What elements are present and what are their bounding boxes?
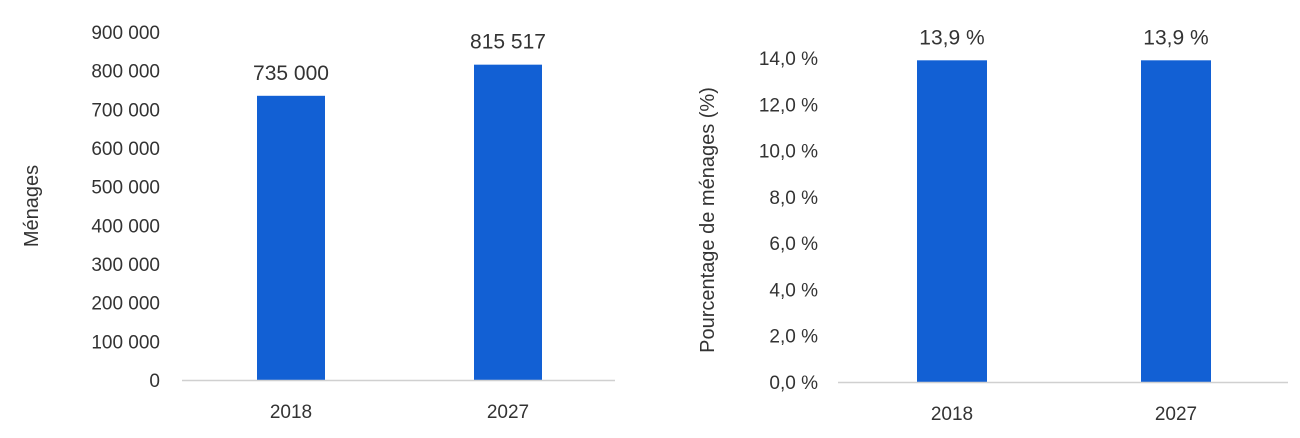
- bar: [257, 95, 325, 381]
- y-tick-label: 300 000: [91, 255, 160, 276]
- y-tick-label: 6,0 %: [769, 234, 818, 255]
- y-tick-label: 2,0 %: [769, 327, 818, 348]
- y-axis-title: Ménages: [21, 165, 43, 247]
- data-label: 13,9 %: [919, 26, 984, 49]
- data-label: 815 517: [470, 31, 546, 54]
- x-tick-label: 2027: [487, 402, 529, 423]
- y-tick-label: 100 000: [91, 332, 160, 353]
- bar: [474, 64, 542, 381]
- bar: [1141, 60, 1211, 383]
- y-tick-label: 400 000: [91, 216, 160, 237]
- y-tick-label: 600 000: [91, 139, 160, 160]
- x-tick-label: 2018: [931, 404, 973, 425]
- y-tick-label: 14,0 %: [759, 49, 818, 70]
- x-tick-label: 2018: [270, 402, 312, 423]
- y-tick-label: 8,0 %: [769, 188, 818, 209]
- y-tick-label: 0,0 %: [769, 373, 818, 394]
- y-tick-label: 900 000: [91, 23, 160, 44]
- y-tick-label: 800 000: [91, 62, 160, 83]
- y-tick-label: 12,0 %: [759, 95, 818, 116]
- y-tick-label: 700 000: [91, 100, 160, 121]
- bar: [917, 60, 987, 383]
- data-label: 735 000: [253, 62, 329, 85]
- y-tick-label: 200 000: [91, 294, 160, 315]
- y-axis-title: Pourcentage de ménages (%): [697, 87, 719, 353]
- x-tick-label: 2027: [1155, 404, 1197, 425]
- households-count-chart: 0 100 000 200 000 300 000 400 000 500 000 600 …: [21, 23, 615, 423]
- data-label: 13,9 %: [1143, 26, 1208, 49]
- households-percentage-chart: 0,0 % 2,0 % 4,0 % 6,0 % 8,0 % 10,0 % 12,0 % 14,…: [697, 26, 1288, 425]
- y-tick-label: 500 000: [91, 178, 160, 199]
- y-tick-label: 0: [149, 371, 160, 392]
- y-tick-label: 4,0 %: [769, 280, 818, 301]
- y-tick-label: 10,0 %: [759, 142, 818, 163]
